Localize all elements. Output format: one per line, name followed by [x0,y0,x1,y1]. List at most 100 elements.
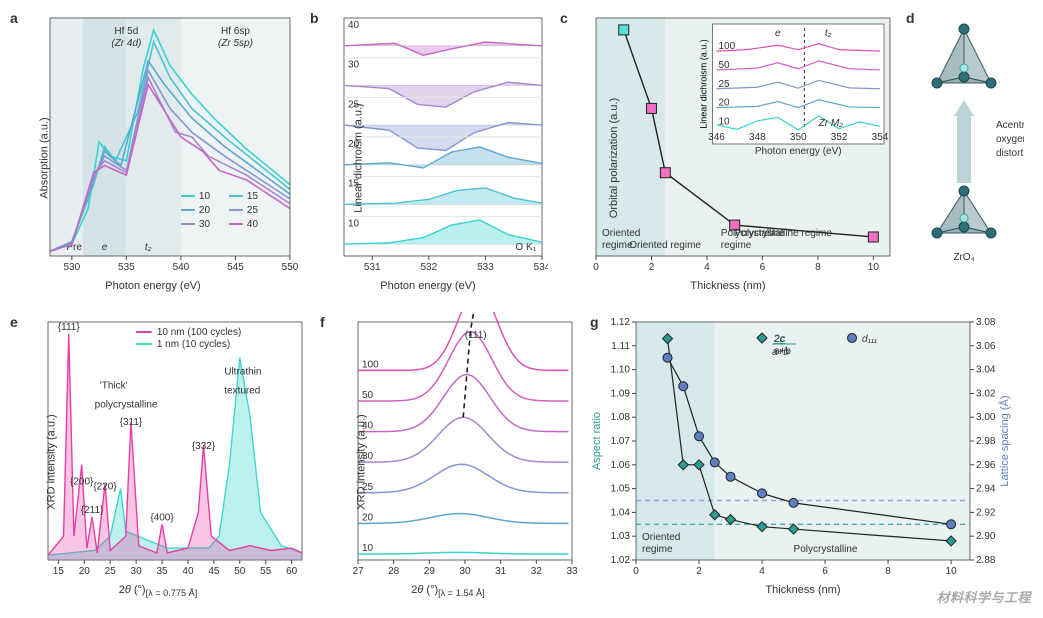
svg-text:'Thick': 'Thick' [100,381,128,392]
svg-text:530: 530 [63,262,80,273]
svg-text:100: 100 [718,41,735,52]
svg-text:2: 2 [649,262,655,273]
svg-text:Oriented: Oriented [602,228,640,239]
svg-text:540: 540 [173,262,190,273]
svg-text:distortion: distortion [996,148,1024,159]
svg-text:35: 35 [156,566,168,577]
svg-text:40: 40 [182,566,194,577]
svg-text:30: 30 [131,566,143,577]
svg-text:(Zr 5sp): (Zr 5sp) [218,38,253,49]
svg-text:Acentric: Acentric [996,120,1024,131]
svg-text:50: 50 [718,60,730,71]
svg-text:10: 10 [868,262,880,273]
panel-g: g 2ca+b2ca+bd₁₁₁OrientedregimePolycrysta… [588,312,1018,612]
svg-text:100: 100 [362,359,379,370]
svg-text:30: 30 [199,219,211,230]
panel-b-ylabel: Linear dichroism (a.u.) [353,103,365,212]
svg-text:3.02: 3.02 [976,388,996,399]
svg-text:Polycrystalline: Polycrystalline [721,228,785,239]
svg-text:27: 27 [352,566,364,577]
panel-g-chart: 2ca+b2ca+bd₁₁₁OrientedregimePolycrystall… [588,312,1018,582]
svg-text:O K₁: O K₁ [515,242,536,253]
svg-text:1.02: 1.02 [611,555,631,566]
svg-text:Photon energy (eV): Photon energy (eV) [755,146,842,157]
svg-text:0: 0 [633,566,639,577]
svg-text:8: 8 [885,566,891,577]
svg-text:2c: 2c [773,334,785,345]
svg-text:1.04: 1.04 [611,507,631,518]
svg-text:1.05: 1.05 [611,484,631,495]
svg-text:polycrystalline: polycrystalline [95,400,158,411]
svg-text:textured: textured [224,385,260,396]
svg-text:55: 55 [260,566,272,577]
svg-text:535: 535 [118,262,135,273]
svg-text:Oriented regime: Oriented regime [629,240,701,251]
panel-a-label: a [10,10,18,26]
svg-text:t₂: t₂ [825,28,832,39]
svg-text:{111}: {111} [58,322,81,333]
panel-f-ylabel: XRD intensity (a.u.) [356,414,368,509]
svg-text:29: 29 [424,566,436,577]
panel-f-xlabel: 2θ (°)[λ = 1.54 Å] [318,584,578,598]
panel-a-xlabel: Photon energy (eV) [8,280,298,292]
svg-text:{200}: {200} [70,477,94,488]
svg-text:10 nm (100 cycles): 10 nm (100 cycles) [157,327,241,338]
svg-text:533: 533 [477,262,494,273]
svg-text:32: 32 [531,566,543,577]
svg-text:(Zr 4d): (Zr 4d) [111,38,141,49]
panel-b-label: b [310,10,319,26]
panel-e-ylabel: XRD intensity (a.u.) [46,414,58,509]
svg-text:4: 4 [704,262,710,273]
svg-text:45: 45 [208,566,220,577]
panel-c: c Orbital polarization (a.u.) Oriented r… [558,8,898,308]
svg-text:3.08: 3.08 [976,317,996,328]
svg-text:Lattice spacing (Å): Lattice spacing (Å) [998,395,1011,486]
svg-text:532: 532 [421,262,438,273]
panel-b-xlabel: Photon energy (eV) [308,280,548,292]
svg-text:545: 545 [227,262,244,273]
svg-text:354: 354 [872,132,889,143]
svg-text:1.06: 1.06 [611,460,631,471]
svg-text:20: 20 [79,566,91,577]
svg-text:531: 531 [364,262,381,273]
svg-text:25: 25 [718,79,730,90]
svg-text:{332}: {332} [192,441,216,452]
svg-text:ZrO₄: ZrO₄ [953,252,974,263]
svg-text:2.88: 2.88 [976,555,996,566]
panel-g-xlabel: Thickness (nm) [588,584,1018,596]
panel-f-label: f [320,314,325,330]
svg-text:20: 20 [362,512,374,523]
panel-e-xlabel: 2θ (°)[λ = 0.775 Å] [8,584,308,598]
svg-text:15: 15 [247,191,259,202]
svg-text:Hf 6sp: Hf 6sp [221,26,250,37]
svg-text:1.11: 1.11 [611,341,630,352]
svg-text:Oriented: Oriented [642,532,680,543]
panel-e: e XRD intensity (a.u.) {111}{200}{211}{2… [8,312,308,612]
svg-text:2.96: 2.96 [976,460,996,471]
svg-text:Hf 5d: Hf 5d [114,26,138,37]
panel-c-ylabel: Orbital polarization (a.u.) [608,98,620,218]
svg-text:40: 40 [348,20,360,31]
svg-text:50: 50 [362,390,374,401]
panel-d-diagram: AcentricoxygendistortionZrO₄ [904,8,1024,278]
svg-text:{311}: {311} [120,417,143,428]
panel-b: b Linear dichroism (a.u.) 403025201510O … [308,8,548,308]
panel-d-label: d [906,10,915,26]
svg-text:Ultrathin: Ultrathin [224,366,261,377]
svg-text:6: 6 [760,262,766,273]
svg-text:3.00: 3.00 [976,412,996,423]
svg-text:6: 6 [822,566,828,577]
svg-text:0: 0 [593,262,599,273]
svg-text:28: 28 [388,566,400,577]
svg-text:350: 350 [790,132,807,143]
panel-c-label: c [560,10,568,26]
svg-text:10: 10 [946,566,958,577]
svg-text:4: 4 [759,566,765,577]
svg-text:25: 25 [105,566,117,577]
svg-text:8: 8 [815,262,821,273]
svg-text:(111): (111) [465,330,487,341]
svg-text:t₂: t₂ [145,242,152,253]
svg-text:3.06: 3.06 [976,341,996,352]
svg-text:60: 60 [286,566,298,577]
svg-text:30: 30 [348,60,360,71]
